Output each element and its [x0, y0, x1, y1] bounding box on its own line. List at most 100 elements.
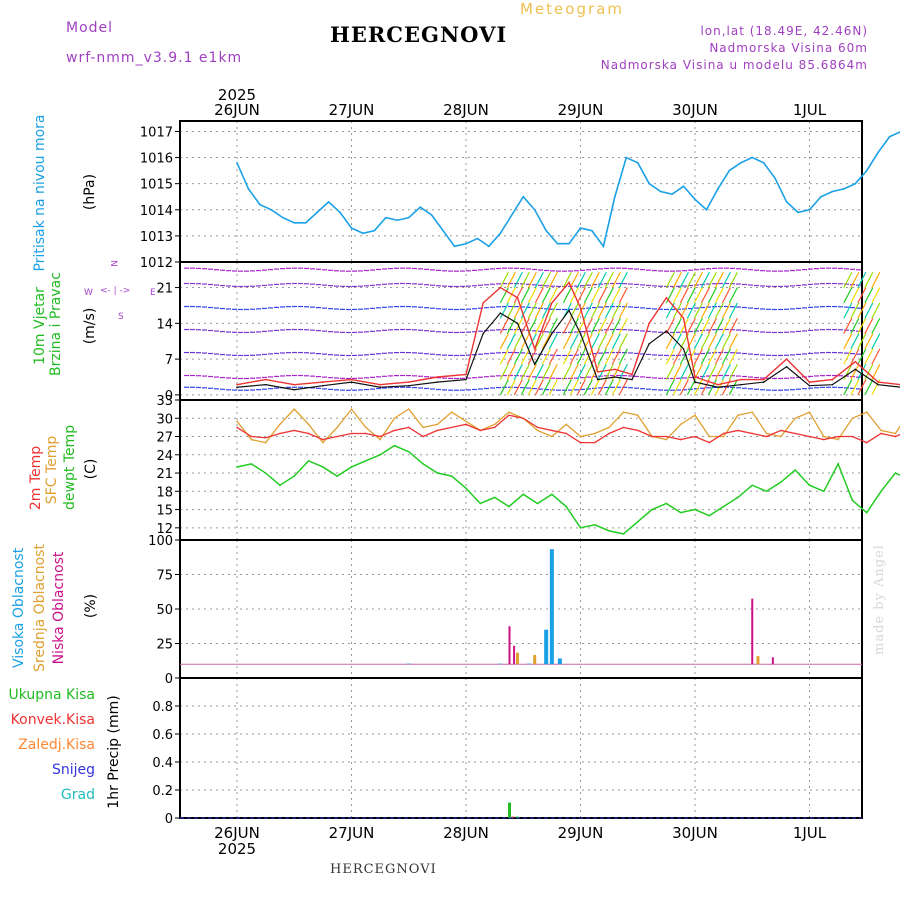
t2m-temp-line-point [536, 426, 539, 429]
wind-gust-arrow [728, 348, 738, 365]
pressure-line-point [442, 229, 444, 232]
t2m-temp-line-point [722, 432, 725, 435]
dewpt-temp-line-point [336, 475, 338, 477]
pressure-line [236, 131, 900, 249]
t2m-temp-line-point [508, 414, 510, 417]
wind-gust-arrow [700, 302, 710, 319]
wind-gust-arrow [864, 317, 874, 334]
wind-gust-arrow [679, 379, 689, 396]
y-tick-label: 7 [165, 353, 173, 368]
sfc-temp-line-point [708, 435, 711, 438]
dewpt-temp-line-point [422, 463, 424, 465]
t2m-temp-line-point [322, 438, 324, 441]
wind-gust-line-point [236, 383, 238, 386]
y-tick-label: 24 [156, 449, 173, 464]
pressure-line-point [636, 161, 639, 164]
dewpt-temp-line-point [508, 505, 510, 508]
wind-gust-arrow [707, 363, 717, 380]
cloud-high-bar [526, 663, 531, 665]
wind-gust-arrow [520, 271, 530, 288]
x-day-label-bottom: 29JUN [558, 824, 604, 842]
wind-gust-arrow [728, 271, 738, 288]
wind-gust-arrow [534, 363, 544, 380]
wind-gust-arrow [583, 317, 593, 334]
sfc-temp-line-point [765, 432, 768, 435]
wind-gust-arrow [611, 271, 621, 288]
dewpt-temp-line-point [407, 450, 410, 453]
cloud-mid-bar [516, 652, 520, 665]
wind-gust-arrow [843, 363, 853, 380]
wind-gust-arrow [864, 333, 874, 350]
wind-gust-arrow [499, 271, 509, 288]
sfc-temp-line-point [665, 438, 668, 441]
x-day-label-top: 30JUN [672, 101, 718, 119]
wind-gust-arrow [686, 271, 696, 288]
wind-gust-arrow [693, 379, 703, 396]
sfc-temp-line-point [622, 411, 625, 413]
x-day-label-top: 26JUN [214, 101, 260, 119]
t2m-temp-line-point [522, 417, 525, 420]
wind-gust-arrow [527, 348, 537, 365]
dewpt-temp-line-point [250, 463, 253, 465]
wind-gust-arrow [597, 271, 607, 288]
pressure-line-point [877, 151, 879, 154]
wind-gust-arrow [857, 348, 867, 365]
t2m-temp-line-point [837, 435, 839, 438]
wind-gust-line-point [322, 381, 324, 383]
wind-gust-arrow [604, 333, 614, 350]
wind-gust-arrow [714, 333, 724, 350]
wind-speed-line-point [236, 386, 238, 389]
wind-gust-arrow [506, 363, 516, 380]
wind-gust-arrow [850, 379, 860, 396]
wind-gust-line-point [631, 373, 633, 376]
wind-gust-line-point [694, 376, 696, 378]
wind-gust-arrow [506, 333, 516, 350]
wind-gust-arrow [597, 333, 607, 350]
sfc-temp-line-point [379, 438, 381, 441]
wind-gust-arrow [693, 271, 703, 288]
wind-gust-arrow [604, 363, 614, 380]
wind-gust-arrow [672, 348, 682, 365]
t2m-temp-line-point [780, 429, 782, 432]
wind-gust-arrow [499, 302, 509, 319]
model-label: Model [66, 20, 114, 36]
sfc-temp-line-point [823, 435, 825, 438]
t2m-temp-line-point [450, 426, 453, 429]
dewpt-temp-line-point [679, 511, 682, 514]
x-day-label-bottom: 27JUN [329, 824, 375, 842]
pressure-line-point [522, 195, 525, 198]
wind-gust-arrow [590, 271, 600, 288]
dewpt-temp-line-point [737, 496, 739, 499]
precip-total-bar [508, 802, 512, 818]
wind-speed-line-point [379, 386, 381, 389]
wind-gust-arrow [864, 287, 874, 304]
wind-gust-arrow [843, 333, 853, 350]
wind-gust-arrow [728, 287, 738, 304]
t2m-temp-line-point [264, 436, 267, 439]
wind-speed-line-point [682, 348, 685, 350]
dewpt-temp-line-point [665, 502, 668, 505]
t2m-temp-line-point [894, 435, 897, 438]
pressure-line-point [774, 177, 776, 180]
sfc-temp-line-point [350, 408, 353, 410]
cloud-low-bar [751, 598, 754, 665]
pressure-line-point [625, 156, 628, 159]
x-day-label-top: 29JUN [558, 101, 604, 119]
y-tick-label: 1014 [140, 204, 173, 219]
pressure-line-point [591, 229, 593, 232]
wind-gust-arrow [562, 333, 572, 350]
sfc-temp-line-point [407, 408, 410, 410]
wind-gust-arrow [611, 348, 621, 365]
wind-gust-arrow [728, 333, 738, 350]
pressure-line-point [717, 188, 719, 190]
wind-gust-line-point [614, 368, 616, 371]
pressure-line-point [465, 242, 467, 245]
dewpt-temp-line-point [751, 484, 754, 487]
wind-gust-arrow [597, 302, 607, 319]
wind-gust-arrow [499, 287, 509, 304]
wind-gust-arrow [604, 302, 614, 319]
dewpt-temp-line-point [322, 466, 324, 468]
wind-speed-line-point [740, 383, 742, 386]
t2m-temp-line-point [293, 429, 296, 432]
wind-gust-arrow [850, 348, 860, 365]
